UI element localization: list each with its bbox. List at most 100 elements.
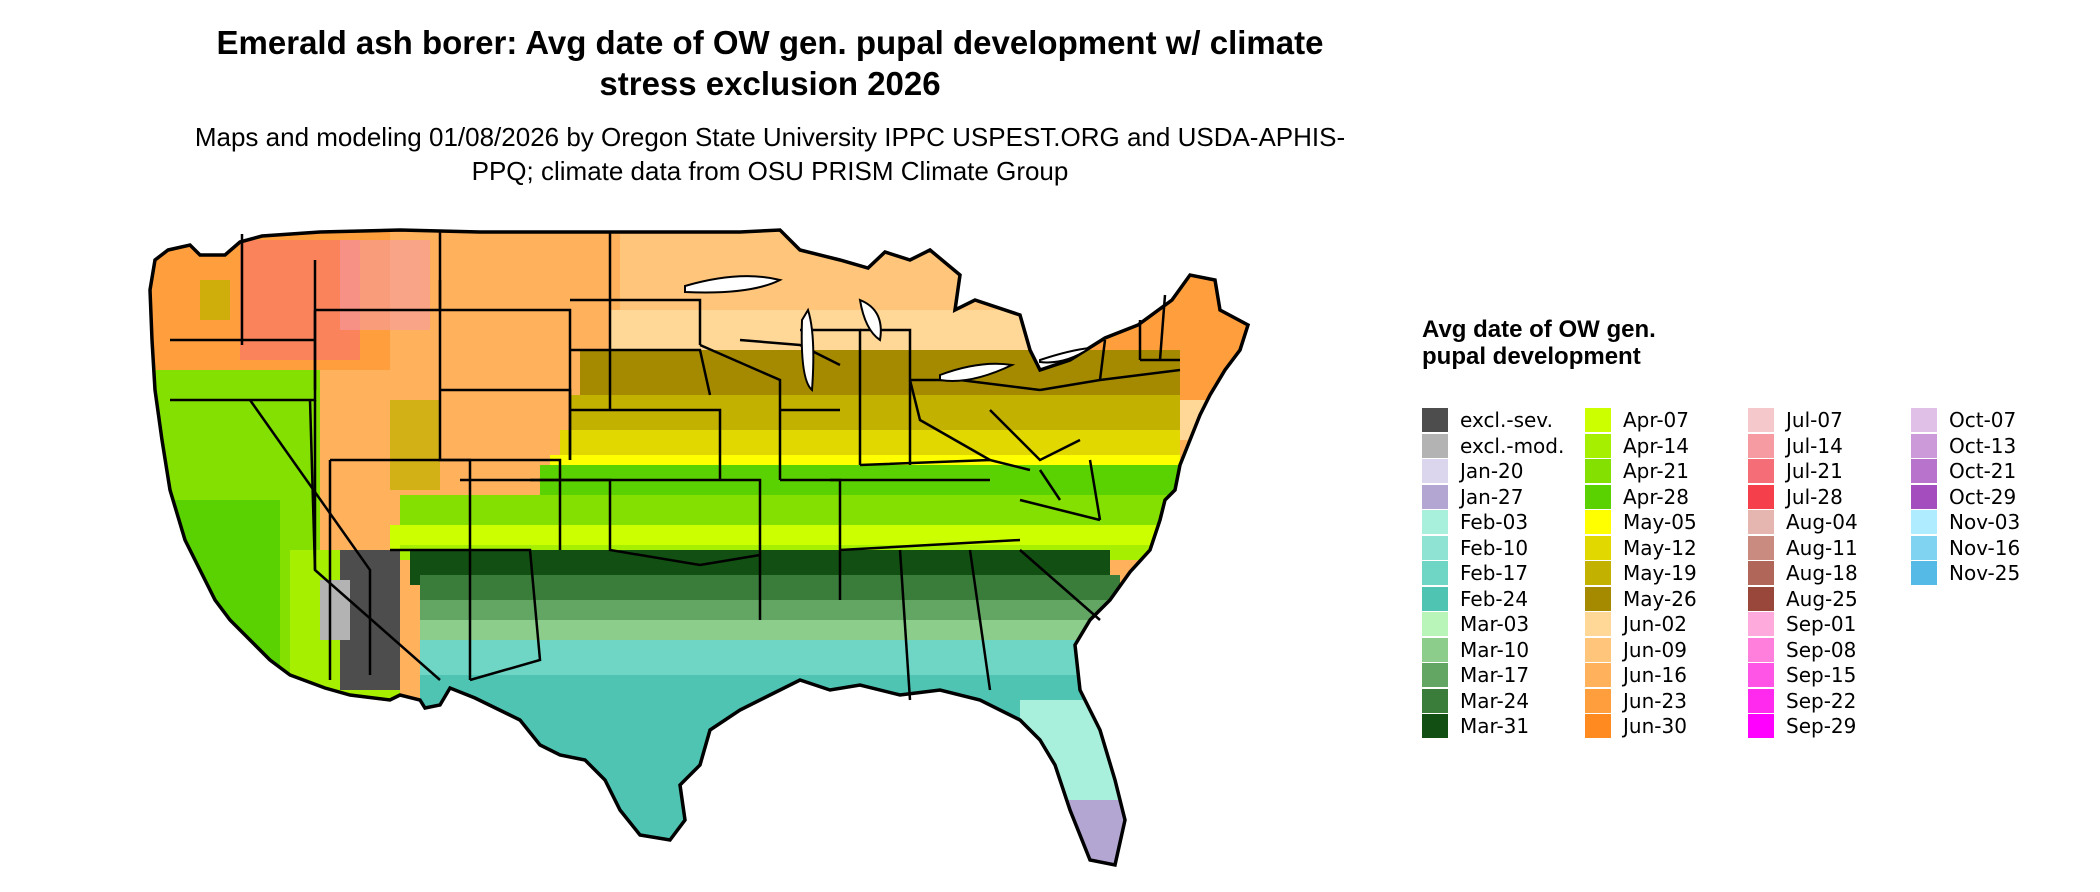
- legend-label: Apr-21: [1623, 459, 1689, 483]
- legend-item: May-05: [1585, 510, 1697, 534]
- map-title: Emerald ash borer: Avg date of OW gen. p…: [216, 24, 1324, 102]
- legend-swatch: [1911, 510, 1937, 534]
- legend-swatch: [1911, 459, 1937, 483]
- legend-swatch: [1585, 586, 1611, 611]
- legend-swatch: [1748, 637, 1774, 662]
- legend-swatch: [1748, 612, 1774, 636]
- legend-swatch: [1422, 612, 1448, 636]
- legend-item: Apr-07: [1585, 408, 1689, 432]
- legend-item: Jan-20: [1422, 459, 1524, 483]
- legend-swatch: [1748, 663, 1774, 687]
- legend-label: Oct-07: [1949, 408, 2017, 432]
- legend-item: Mar-31: [1422, 714, 1529, 738]
- legend-label: Jul-14: [1786, 433, 1843, 458]
- legend-swatch: [1585, 459, 1611, 483]
- legend-swatch: [1585, 484, 1611, 509]
- legend-swatch: [1422, 688, 1448, 713]
- legend-swatch: [1422, 433, 1448, 458]
- legend-label: Aug-25: [1786, 586, 1858, 611]
- legend-label: Nov-16: [1949, 535, 2021, 560]
- legend-label: May-12: [1623, 535, 1697, 560]
- great-lakes: [684, 275, 1091, 393]
- legend-item: Mar-03: [1422, 612, 1529, 636]
- legend-swatch: [1422, 714, 1448, 738]
- map-subtitle: Maps and modeling 01/08/2026 by Oregon S…: [194, 122, 1346, 186]
- legend-label: Mar-31: [1460, 714, 1530, 738]
- state-boundaries: [148, 228, 1250, 867]
- legend-swatch: [1422, 586, 1448, 611]
- legend-label: Aug-11: [1786, 535, 1858, 560]
- legend-item: Oct-21: [1911, 459, 2016, 483]
- legend-item: Sep-08: [1748, 637, 1857, 662]
- legend-swatch: [1585, 408, 1611, 432]
- legend-label: May-05: [1623, 510, 1697, 534]
- legend-label: Jun-30: [1623, 714, 1687, 738]
- legend-item: May-19: [1585, 561, 1697, 585]
- legend-item: Sep-29: [1748, 714, 1856, 738]
- legend-swatch: [1748, 484, 1774, 509]
- legend-label: May-26: [1623, 586, 1697, 611]
- legend-item: Aug-11: [1748, 535, 1858, 560]
- legend-swatch: [1748, 714, 1774, 738]
- legend-swatch: [1911, 408, 1937, 432]
- legend-swatch: [1422, 510, 1448, 534]
- legend-label: Apr-07: [1623, 408, 1689, 432]
- legend-item: excl.-mod.: [1422, 433, 1565, 458]
- legend-item: Feb-24: [1422, 586, 1529, 611]
- legend-swatch: [1585, 714, 1611, 738]
- legend-label: Mar-10: [1460, 637, 1530, 662]
- legend-label: excl.-mod.: [1460, 433, 1565, 458]
- legend: excl.-sev. excl.-mod. Jan-20 Jan-27 Feb-03 Fe…: [1422, 408, 2020, 798]
- us-pupal-development-map: [148, 228, 1250, 867]
- legend-item: Aug-18: [1748, 561, 1858, 585]
- legend-label: Jun-16: [1623, 663, 1687, 687]
- legend-label: excl.-sev.: [1460, 408, 1553, 432]
- legend-label: Oct-29: [1949, 484, 2017, 509]
- legend-item: Sep-15: [1748, 663, 1856, 687]
- legend-label: Sep-08: [1786, 637, 1857, 662]
- legend-swatch: [1585, 561, 1611, 585]
- legend-label: Sep-22: [1786, 688, 1857, 713]
- legend-swatch: [1748, 408, 1774, 432]
- legend-item: Mar-24: [1422, 688, 1529, 713]
- legend-label: Nov-25: [1949, 561, 2021, 585]
- legend-label: Jan-20: [1460, 459, 1524, 483]
- legend-label: Feb-03: [1460, 510, 1529, 534]
- legend-swatch: [1585, 433, 1611, 458]
- legend-swatch: [1911, 433, 1937, 458]
- legend-label: Jun-23: [1623, 688, 1687, 713]
- legend-item: Jul-14: [1748, 433, 1843, 458]
- legend-item: May-26: [1585, 586, 1697, 611]
- legend-swatch: [1748, 510, 1774, 534]
- legend-item: Jul-28: [1748, 484, 1843, 509]
- legend-label: Mar-03: [1460, 612, 1530, 636]
- legend-swatch: [1585, 663, 1611, 687]
- legend-swatch: [1422, 408, 1448, 432]
- legend-item: Jan-27: [1422, 484, 1524, 509]
- legend-swatch: [1585, 688, 1611, 713]
- legend-item: Feb-10: [1422, 535, 1528, 560]
- legend-swatch: [1911, 561, 1937, 585]
- legend-item: Jun-09: [1585, 637, 1687, 662]
- legend-item: Jun-02: [1585, 612, 1687, 636]
- legend-item: May-12: [1585, 535, 1697, 560]
- legend-item: Nov-03: [1911, 510, 2020, 534]
- legend-item: Nov-16: [1911, 535, 2021, 560]
- legend-label: Apr-28: [1623, 484, 1689, 509]
- legend-swatch: [1911, 484, 1937, 509]
- legend-swatch: [1585, 612, 1611, 636]
- legend-label: Jul-07: [1786, 408, 1843, 432]
- legend-label: Feb-24: [1460, 586, 1529, 611]
- legend-item: Apr-21: [1585, 459, 1689, 483]
- legend-item: Apr-14: [1585, 433, 1689, 458]
- legend-label: Aug-04: [1786, 510, 1858, 534]
- legend-item: excl.-sev.: [1422, 408, 1553, 432]
- legend-label: Jun-02: [1623, 612, 1687, 636]
- legend-item: Nov-25: [1911, 561, 2020, 585]
- legend-swatch: [1585, 637, 1611, 662]
- legend-item: Jun-16: [1585, 663, 1687, 687]
- legend-swatch: [1422, 535, 1448, 560]
- legend-item: Jul-07: [1748, 408, 1843, 432]
- legend-item: Oct-13: [1911, 433, 2016, 458]
- legend-title: Avg date of OW gen. pupal development: [1422, 316, 1656, 370]
